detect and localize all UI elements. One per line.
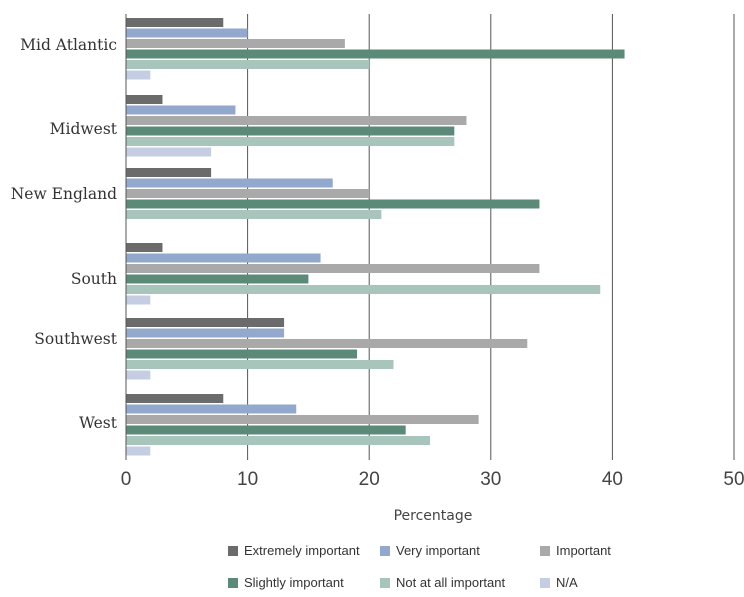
bars (126, 18, 625, 456)
bar-3-1 (126, 253, 321, 263)
legend-label-1: Very important (396, 543, 480, 558)
bar-4-4 (126, 360, 394, 369)
bar-2-0 (126, 168, 212, 177)
bar-2-3 (126, 199, 540, 209)
legend-label-4: Not at all important (396, 575, 505, 590)
bar-1-1 (126, 105, 236, 115)
x-tick-label-1: 10 (237, 469, 258, 490)
bar-3-0 (126, 243, 163, 252)
legend-swatch-5 (540, 578, 550, 588)
bar-1-2 (126, 116, 467, 125)
gridlines (247, 14, 735, 460)
bar-5-3 (126, 425, 406, 435)
bar-2-2 (126, 189, 370, 198)
category-label-5: West (79, 414, 118, 432)
bar-3-5 (126, 295, 151, 305)
x-tick-label-2: 20 (359, 469, 380, 490)
legend-label-2: Important (556, 543, 611, 558)
bar-0-3 (126, 49, 625, 59)
x-tick-label-3: 30 (480, 469, 501, 490)
x-tick-label-4: 40 (602, 469, 623, 490)
bar-1-3 (126, 126, 455, 136)
category-label-3: South (71, 270, 117, 288)
legend-label-0: Extremely important (244, 543, 360, 558)
legend-label-5: N/A (556, 575, 578, 590)
category-labels: Mid Atlantic Midwest New England South South… (11, 36, 118, 432)
legend-swatch-1 (380, 546, 390, 556)
category-label-0: Mid Atlantic (20, 36, 117, 54)
legend-swatch-2 (540, 546, 550, 556)
bar-0-4 (126, 60, 370, 69)
bar-5-2 (126, 415, 479, 424)
bar-0-1 (126, 28, 248, 38)
x-tick-label-5: 50 (723, 469, 744, 490)
bar-3-2 (126, 264, 540, 273)
bar-1-0 (126, 95, 163, 104)
bar-1-5 (126, 147, 212, 157)
category-label-1: Midwest (50, 120, 118, 138)
bar-3-4 (126, 285, 601, 294)
bar-4-0 (126, 318, 285, 327)
x-axis-title: Percentage (394, 508, 473, 524)
bar-0-0 (126, 18, 224, 27)
bar-0-2 (126, 39, 345, 48)
legend: Extremely important Very important Importa… (228, 543, 611, 590)
category-label-2: New England (11, 185, 117, 203)
x-tick-labels: 0 10 20 30 40 50 (121, 469, 744, 490)
legend-swatch-4 (380, 578, 390, 588)
bar-5-5 (126, 446, 151, 456)
bar-4-3 (126, 349, 358, 359)
bar-5-0 (126, 394, 224, 403)
bar-1-4 (126, 137, 455, 146)
bar-2-4 (126, 210, 382, 219)
legend-label-3: Slightly important (244, 575, 344, 590)
category-label-4: Southwest (34, 330, 118, 348)
bar-3-3 (126, 274, 309, 284)
bar-2-1 (126, 178, 333, 188)
bar-4-5 (126, 370, 151, 380)
legend-swatch-0 (228, 546, 238, 556)
bar-4-2 (126, 339, 528, 348)
bar-4-1 (126, 328, 285, 338)
legend-swatch-3 (228, 578, 238, 588)
bar-0-5 (126, 70, 151, 80)
bar-5-1 (126, 404, 297, 414)
x-tick-label-0: 0 (121, 469, 132, 490)
bar-5-4 (126, 436, 430, 445)
